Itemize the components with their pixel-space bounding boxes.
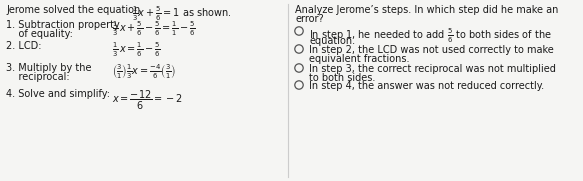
Text: In step 1, he needed to add $\frac{5}{6}$ to both sides of the: In step 1, he needed to add $\frac{5}{6}… [309,27,552,45]
Text: $\left(\frac{3}{1}\right)\frac{1}{3}x = \frac{-4}{6}\left(\frac{3}{1}\right)$: $\left(\frac{3}{1}\right)\frac{1}{3}x = … [112,63,176,81]
Text: equation.: equation. [309,36,355,46]
Text: 4. Solve and simplify:: 4. Solve and simplify: [6,89,110,99]
Text: 2. LCD:: 2. LCD: [6,41,41,51]
Text: Jerome solved the equation: Jerome solved the equation [6,5,143,15]
Text: to both sides.: to both sides. [309,73,375,83]
Text: In step 2, the LCD was not used correctly to make: In step 2, the LCD was not used correctl… [309,45,554,55]
Text: $\frac{1}{3}x + \frac{5}{6} = 1$ as shown.: $\frac{1}{3}x + \frac{5}{6} = 1$ as show… [132,5,231,23]
Text: equivalent fractions.: equivalent fractions. [309,54,409,64]
Text: Analyze Jerome’s steps. In which step did he make an: Analyze Jerome’s steps. In which step di… [295,5,559,15]
Text: reciprocal:: reciprocal: [6,72,69,82]
Text: $\frac{1}{3}\,x + \frac{5}{6} - \frac{5}{6} = \frac{1}{1} - \frac{5}{6}$: $\frac{1}{3}\,x + \frac{5}{6} - \frac{5}… [112,20,196,38]
Text: $x = \dfrac{-12}{6} = -2$: $x = \dfrac{-12}{6} = -2$ [112,89,183,112]
Text: error?: error? [295,14,324,24]
Text: In step 4, the answer was not reduced correctly.: In step 4, the answer was not reduced co… [309,81,544,91]
Text: 3. Multiply by the: 3. Multiply by the [6,63,92,73]
Text: In step 3, the correct reciprocal was not multiplied: In step 3, the correct reciprocal was no… [309,64,556,74]
Text: of equality:: of equality: [6,29,73,39]
Text: 1. Subtraction property: 1. Subtraction property [6,20,120,30]
Text: $\frac{1}{3}\,x = \frac{1}{6} - \frac{5}{6}$: $\frac{1}{3}\,x = \frac{1}{6} - \frac{5}… [112,41,161,59]
